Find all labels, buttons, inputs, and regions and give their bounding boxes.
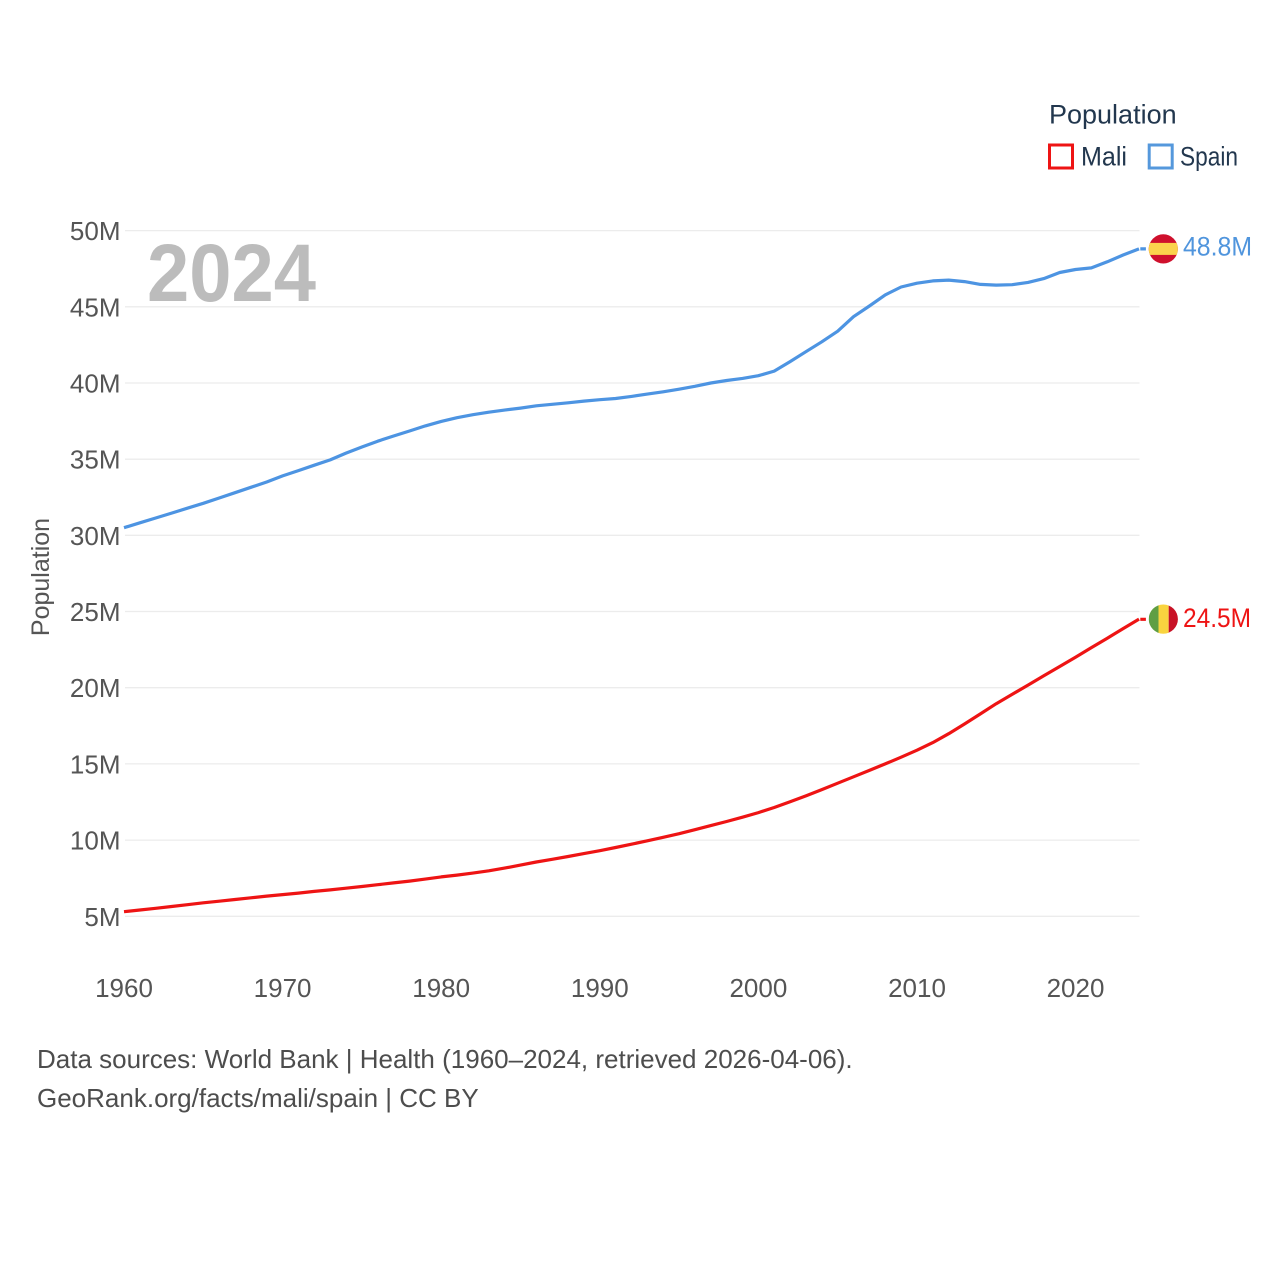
svg-text:2024: 2024 bbox=[147, 228, 316, 319]
svg-text:30M: 30M bbox=[70, 521, 121, 551]
svg-text:5M: 5M bbox=[84, 902, 120, 932]
svg-text:15M: 15M bbox=[70, 749, 121, 779]
svg-text:1970: 1970 bbox=[254, 973, 312, 1003]
svg-text:45M: 45M bbox=[70, 292, 121, 322]
svg-text:48.8M: 48.8M bbox=[1183, 232, 1252, 262]
svg-text:24.5M: 24.5M bbox=[1183, 603, 1251, 633]
svg-text:40M: 40M bbox=[70, 369, 121, 399]
svg-text:1960: 1960 bbox=[95, 973, 153, 1003]
svg-text:Data sources: World Bank | Hea: Data sources: World Bank | Health (1960–… bbox=[37, 1044, 853, 1074]
svg-text:2020: 2020 bbox=[1047, 973, 1105, 1003]
svg-text:1980: 1980 bbox=[412, 973, 470, 1003]
svg-text:50M: 50M bbox=[70, 216, 121, 246]
svg-text:Population: Population bbox=[27, 518, 55, 636]
svg-text:25M: 25M bbox=[70, 597, 121, 627]
svg-text:2000: 2000 bbox=[729, 973, 787, 1003]
svg-text:20M: 20M bbox=[70, 673, 121, 703]
svg-text:2010: 2010 bbox=[888, 973, 946, 1003]
svg-text:GeoRank.org/facts/mali/spain |: GeoRank.org/facts/mali/spain | CC BY bbox=[37, 1083, 479, 1113]
svg-text:Spain: Spain bbox=[1180, 142, 1238, 172]
svg-text:10M: 10M bbox=[70, 826, 121, 856]
svg-text:Mali: Mali bbox=[1081, 142, 1127, 172]
svg-text:35M: 35M bbox=[70, 445, 121, 475]
svg-text:Population: Population bbox=[1049, 100, 1177, 130]
svg-text:1990: 1990 bbox=[571, 973, 629, 1003]
